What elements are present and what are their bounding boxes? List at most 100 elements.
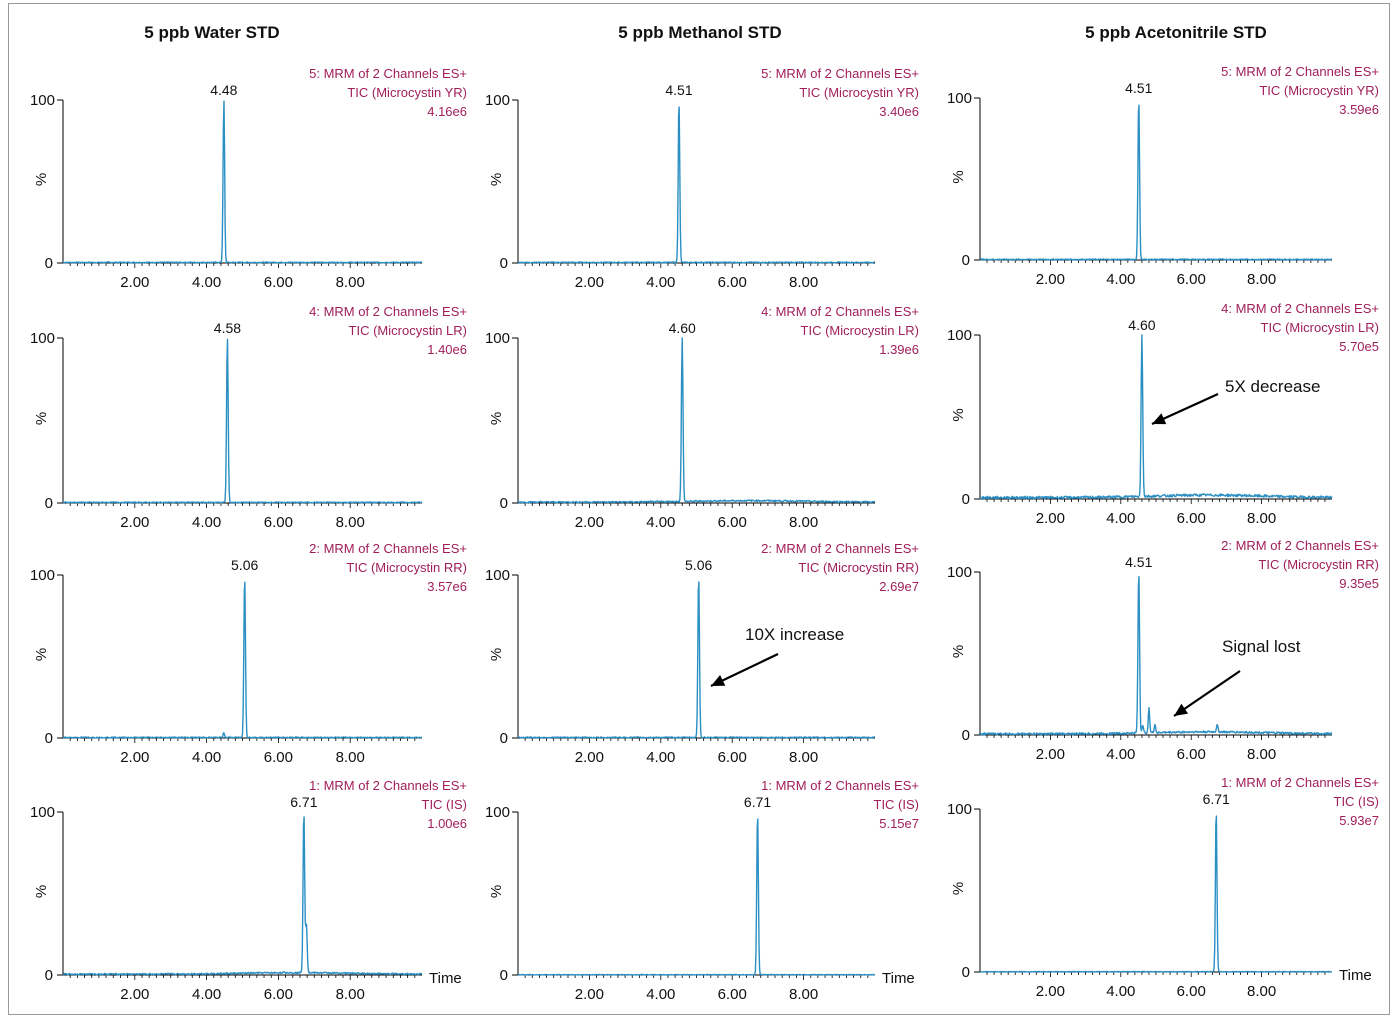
y-tick-label: 0 xyxy=(45,730,53,747)
channel-info-line: 3.40e6 xyxy=(879,104,919,119)
y-tick-label: 100 xyxy=(947,801,972,818)
x-tick-label: 8.00 xyxy=(1247,983,1276,1000)
peak-label: 6.71 xyxy=(290,794,317,810)
annotation-label: 10X increase xyxy=(745,625,844,644)
y-axis-label: % xyxy=(950,882,967,895)
chromatogram-trace xyxy=(979,104,1333,261)
channel-info-line: TIC (Microcystin LR) xyxy=(801,323,919,338)
channel-info-line: TIC (Microcystin RR) xyxy=(346,560,467,575)
channel-info-line: 1: MRM of 2 Channels ES+ xyxy=(761,778,919,793)
chromatogram-trace xyxy=(62,816,423,976)
peak-label: 4.51 xyxy=(1125,554,1152,570)
channel-info-line: 1.40e6 xyxy=(427,342,467,357)
y-tick-label: 0 xyxy=(500,967,508,984)
x-tick-label: 6.00 xyxy=(1177,983,1206,1000)
y-axis-label: % xyxy=(488,648,505,661)
y-axis-label: % xyxy=(950,645,967,658)
x-tick-label: 8.00 xyxy=(336,749,365,766)
channel-info-line: 1.39e6 xyxy=(879,342,919,357)
channel-info-line: 4.16e6 xyxy=(427,104,467,119)
y-tick-label: 0 xyxy=(962,727,970,744)
channel-info-line: 1: MRM of 2 Channels ES+ xyxy=(1221,775,1379,790)
x-tick-label: 6.00 xyxy=(264,986,293,1003)
y-tick-label: 100 xyxy=(30,804,55,821)
x-tick-label: 4.00 xyxy=(646,514,675,531)
x-tick-label: 6.00 xyxy=(1177,271,1206,288)
x-tick-label: 6.00 xyxy=(718,986,747,1003)
peak-label: 4.51 xyxy=(1125,80,1152,96)
channel-info-line: TIC (IS) xyxy=(874,797,920,812)
y-tick-label: 100 xyxy=(30,567,55,584)
x-tick-label: 8.00 xyxy=(789,514,818,531)
x-tick-label: 6.00 xyxy=(718,274,747,291)
x-tick-label: 4.00 xyxy=(192,514,221,531)
chromatogram-trace xyxy=(517,337,876,504)
channel-info-line: 4: MRM of 2 Channels ES+ xyxy=(309,304,467,319)
x-tick-label: 4.00 xyxy=(1106,983,1135,1000)
y-tick-label: 0 xyxy=(962,252,970,269)
channel-info-line: 2.69e7 xyxy=(879,579,919,594)
x-axis-label: Time xyxy=(882,970,915,987)
channel-info-line: 1: MRM of 2 Channels ES+ xyxy=(309,778,467,793)
y-axis-label: % xyxy=(33,173,50,186)
annotation-arrowhead xyxy=(711,675,726,686)
annotation-label: 5X decrease xyxy=(1225,377,1320,396)
channel-info-line: 5.15e7 xyxy=(879,816,919,831)
peak-label: 6.71 xyxy=(744,794,771,810)
x-tick-label: 2.00 xyxy=(1036,746,1065,763)
peak-label: 5.06 xyxy=(685,557,712,573)
x-tick-label: 4.00 xyxy=(646,274,675,291)
x-tick-label: 8.00 xyxy=(336,274,365,291)
chromatogram-trace xyxy=(517,106,876,264)
y-tick-label: 0 xyxy=(500,730,508,747)
x-tick-label: 6.00 xyxy=(1177,510,1206,527)
x-tick-label: 6.00 xyxy=(264,514,293,531)
peak-label: 4.48 xyxy=(210,82,237,98)
x-tick-label: 8.00 xyxy=(789,986,818,1003)
channel-info-line: 4: MRM of 2 Channels ES+ xyxy=(761,304,919,319)
x-tick-label: 2.00 xyxy=(575,274,604,291)
y-tick-label: 100 xyxy=(30,330,55,347)
x-tick-label: 2.00 xyxy=(1036,271,1065,288)
channel-info-line: TIC (IS) xyxy=(1334,794,1380,809)
y-tick-label: 100 xyxy=(485,92,510,109)
y-tick-label: 100 xyxy=(947,564,972,581)
channel-info-line: 5: MRM of 2 Channels ES+ xyxy=(761,66,919,81)
y-axis-label: % xyxy=(950,170,967,183)
y-tick-label: 0 xyxy=(500,255,508,272)
channel-info-line: TIC (Microcystin LR) xyxy=(349,323,467,338)
y-axis-label: % xyxy=(488,885,505,898)
x-tick-label: 4.00 xyxy=(192,749,221,766)
chromatogram-trace xyxy=(517,581,876,739)
x-tick-label: 4.00 xyxy=(646,986,675,1003)
channel-info-line: 2: MRM of 2 Channels ES+ xyxy=(761,541,919,556)
x-tick-label: 2.00 xyxy=(1036,983,1065,1000)
x-tick-label: 6.00 xyxy=(1177,746,1206,763)
peak-label: 6.71 xyxy=(1203,791,1230,807)
channel-info-line: TIC (Microcystin RR) xyxy=(798,560,919,575)
channel-info-line: 5: MRM of 2 Channels ES+ xyxy=(309,66,467,81)
annotation-arrowhead xyxy=(1174,703,1189,716)
peak-label: 4.51 xyxy=(665,82,692,98)
x-axis-label: Time xyxy=(429,970,462,987)
channel-info-line: 4: MRM of 2 Channels ES+ xyxy=(1221,301,1379,316)
x-tick-label: 6.00 xyxy=(718,514,747,531)
channel-info-line: TIC (Microcystin YR) xyxy=(1259,83,1379,98)
x-tick-label: 8.00 xyxy=(789,749,818,766)
x-tick-label: 8.00 xyxy=(336,986,365,1003)
y-tick-label: 0 xyxy=(45,255,53,272)
x-tick-label: 4.00 xyxy=(1106,746,1135,763)
annotation-label: Signal lost xyxy=(1222,637,1301,656)
chromatogram-trace xyxy=(979,576,1333,736)
x-tick-label: 8.00 xyxy=(789,274,818,291)
channel-info-line: 1.00e6 xyxy=(427,816,467,831)
channel-info-line: TIC (Microcystin YR) xyxy=(347,85,467,100)
x-tick-label: 8.00 xyxy=(1247,510,1276,527)
annotation-arrowhead xyxy=(1152,413,1167,425)
channel-info-line: 2: MRM of 2 Channels ES+ xyxy=(1221,538,1379,553)
peak-label: 5.06 xyxy=(231,557,258,573)
channel-info-line: TIC (IS) xyxy=(422,797,468,812)
channel-info-line: TIC (Microcystin LR) xyxy=(1261,320,1379,335)
y-tick-label: 100 xyxy=(947,327,972,344)
